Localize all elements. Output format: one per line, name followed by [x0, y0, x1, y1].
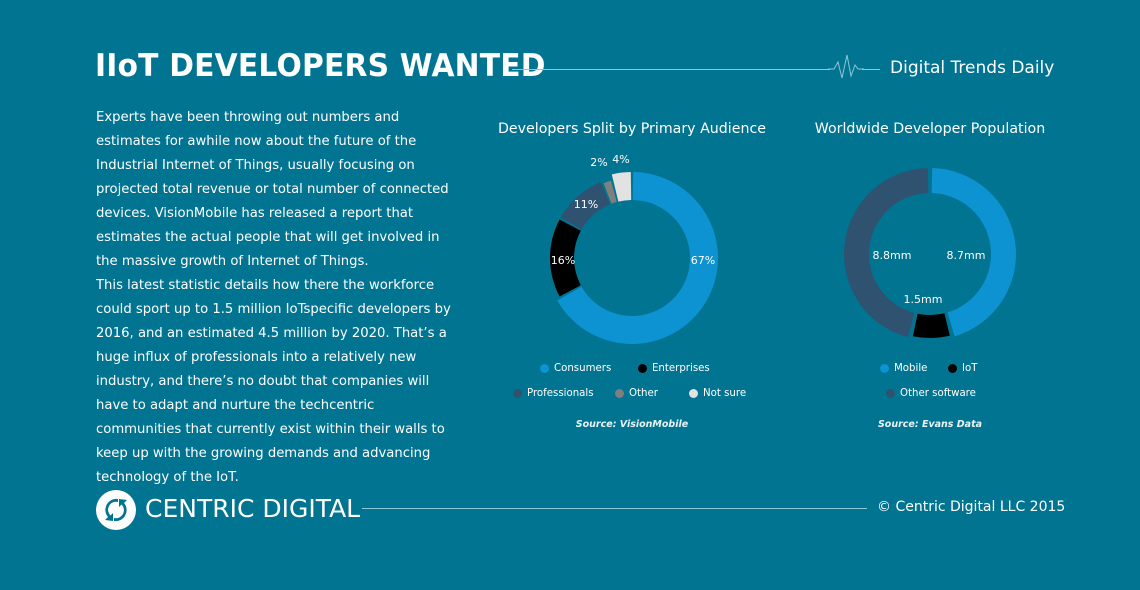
- donut-segment-enterprises: [550, 219, 581, 297]
- donut-segment-other: [603, 180, 617, 204]
- header-divider: [512, 69, 830, 70]
- article-paragraph: Experts have been throwing out numbers a…: [96, 110, 449, 269]
- segment-value-label: 8.8mm: [873, 249, 912, 262]
- donut-chart-developer-population: 8.7mm 1.5mm 8.8mm: [844, 168, 1016, 338]
- legend-item-other: Other: [615, 388, 658, 399]
- chart-title-developer-population: Worldwide Developer Population: [814, 121, 1046, 137]
- donut-segment-not-sure: [611, 172, 632, 202]
- legend-dot-icon: [689, 389, 698, 398]
- centric-digital-logo-icon: [96, 490, 136, 530]
- segment-value-label: 4%: [612, 153, 629, 166]
- legend-item-other-software: Other software: [886, 388, 976, 399]
- legend-item-professionals: Professionals: [513, 388, 594, 399]
- segment-value-label: 2%: [590, 156, 607, 169]
- article-paragraph: This latest statistic details how there …: [96, 278, 451, 485]
- legend-dot-icon: [886, 389, 895, 398]
- brand-name: Digital Trends Daily: [890, 58, 1055, 78]
- donut-segment-professionals: [560, 182, 610, 230]
- chart-source: Source: Evans Data: [877, 419, 983, 430]
- legend-dot-icon: [948, 364, 957, 373]
- donut-segment-other-software: [844, 168, 929, 338]
- legend-item-mobile: Mobile: [880, 363, 927, 374]
- donut-chart-primary-audience: 67% 16% 11% 2% 4%: [550, 153, 718, 344]
- legend-item-iot: IoT: [948, 363, 977, 374]
- legend-dot-icon: [513, 389, 522, 398]
- company-logo-text: CENTRIC DIGITAL: [145, 494, 361, 523]
- segment-value-label: 11%: [574, 198, 598, 211]
- segment-value-label: 16%: [551, 254, 575, 267]
- segment-value-label: 1.5mm: [904, 293, 943, 306]
- legend-dot-icon: [540, 364, 549, 373]
- legend-item-consumers: Consumers: [540, 363, 611, 374]
- header-divider-end: [862, 69, 880, 70]
- page-title: IIoT DEVELOPERS WANTED: [95, 48, 546, 84]
- legend-dot-icon: [615, 389, 624, 398]
- chart-source: Source: VisionMobile: [575, 419, 689, 430]
- chart-title-primary-audience: Developers Split by Primary Audience: [498, 121, 766, 137]
- legend-dot-icon: [638, 364, 647, 373]
- segment-value-label: 67%: [691, 254, 715, 267]
- segment-value-label: 8.7mm: [947, 249, 986, 262]
- heartbeat-line-icon: [828, 54, 864, 79]
- copyright-text: © Centric Digital LLC 2015: [877, 499, 1066, 515]
- legend-item-enterprises: Enterprises: [638, 363, 710, 374]
- legend-item-not-sure: Not sure: [689, 388, 746, 399]
- article-body: Experts have been throwing out numbers a…: [96, 106, 456, 490]
- donut-segment-consumers: [557, 172, 718, 344]
- footer-divider: [362, 508, 867, 509]
- donut-segment-mobile: [931, 168, 1016, 337]
- legend-dot-icon: [880, 364, 889, 373]
- donut-segment-iot: [912, 313, 950, 338]
